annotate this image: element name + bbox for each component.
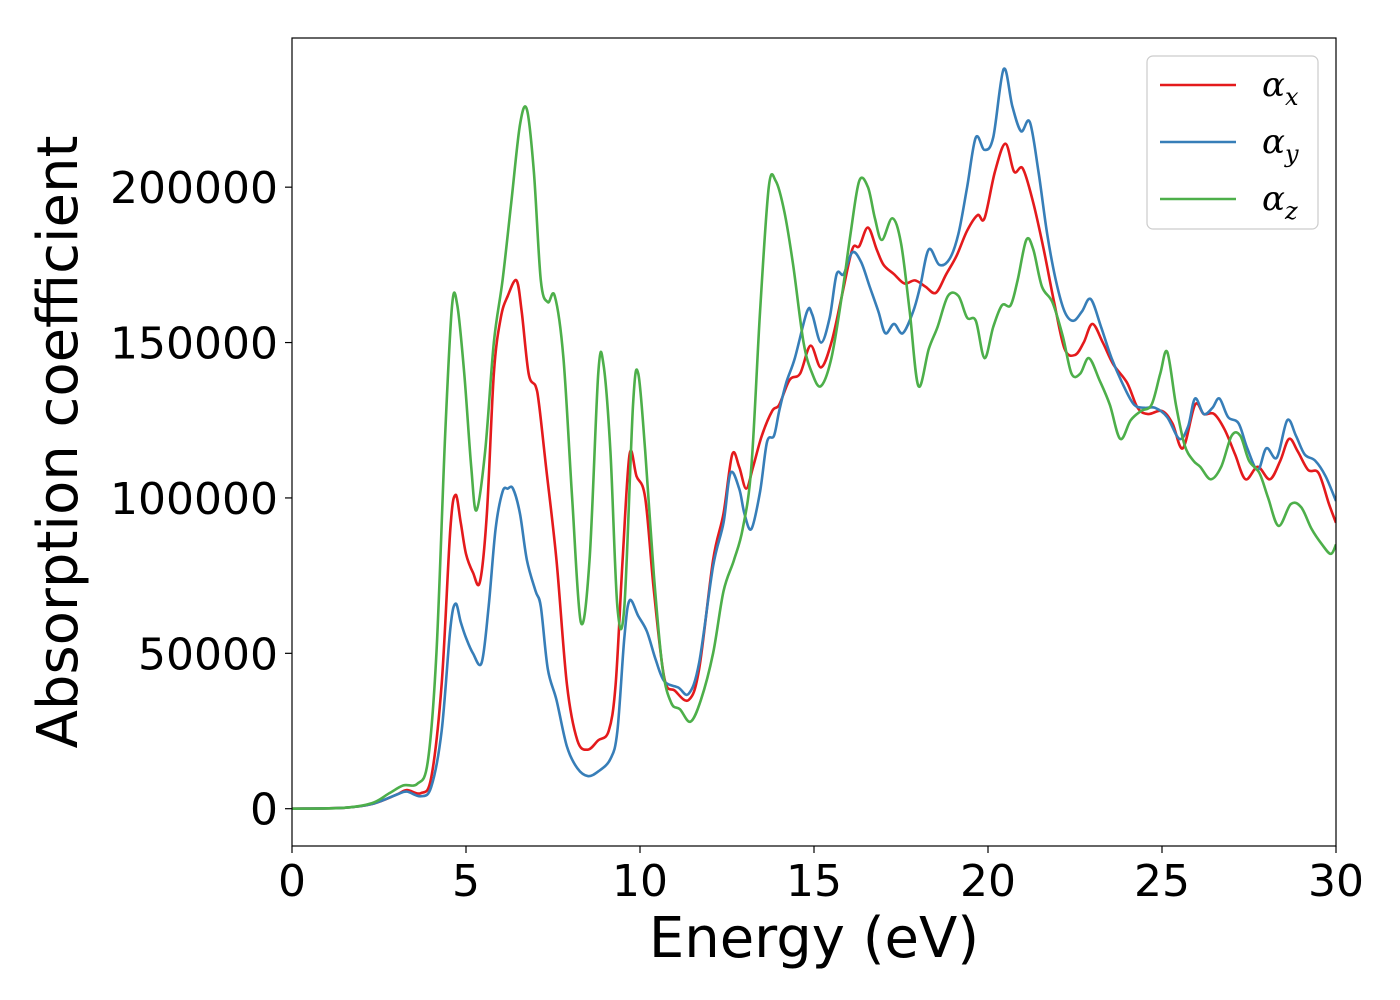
x-tick-label: 20 (960, 856, 1016, 907)
x-tick-label: 10 (612, 856, 668, 907)
series-line-y (292, 67, 1336, 811)
x-tick-label: 15 (786, 856, 842, 907)
y-tick-label: 100000 (110, 474, 278, 525)
legend-label-z: αz (1262, 179, 1298, 225)
y-axis-ticks: 0 50000 100000 150000 200000 (110, 163, 292, 836)
x-tick-label: 5 (452, 856, 480, 907)
y-axis-label: Absorption coefficient (26, 136, 91, 749)
series-line-x (292, 142, 1336, 811)
x-axis-label: Energy (eV) (649, 906, 979, 971)
series-line-z (292, 105, 1336, 811)
x-axis-ticks: 0 5 10 15 20 25 30 (278, 846, 1364, 907)
y-tick-label: 50000 (138, 629, 278, 680)
x-tick-label: 30 (1308, 856, 1364, 907)
legend-label-y: αy (1262, 122, 1299, 168)
legend: αx αy αz (1146, 55, 1319, 230)
y-tick-label: 200000 (110, 163, 278, 214)
y-tick-label: 150000 (110, 319, 278, 370)
series-layer (292, 67, 1336, 811)
legend-items: αx αy αz (1160, 65, 1299, 225)
y-tick-label: 0 (250, 785, 278, 836)
x-tick-label: 25 (1134, 856, 1190, 907)
legend-label-x: αx (1262, 65, 1299, 111)
x-tick-label: 0 (278, 856, 306, 907)
